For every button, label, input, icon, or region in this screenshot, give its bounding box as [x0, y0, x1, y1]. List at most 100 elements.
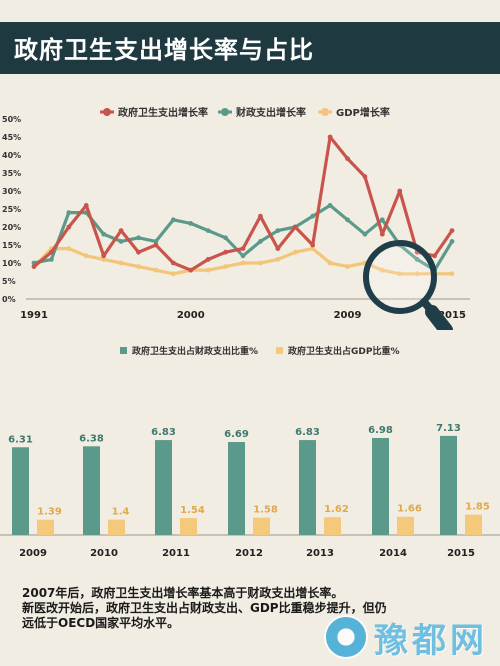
bar-value-label: 1.66 — [397, 504, 422, 515]
data-point — [379, 231, 385, 237]
data-point — [205, 267, 211, 273]
bar-gdp-ratio — [397, 516, 414, 535]
y-tick-label: 30% — [2, 187, 21, 196]
magnifier-handle — [425, 305, 453, 330]
bar-fiscal-ratio — [228, 442, 245, 535]
bar-value-label: 1.62 — [324, 504, 349, 515]
data-point — [240, 253, 246, 259]
data-point — [153, 239, 159, 244]
bar-value-label: 1.4 — [112, 507, 130, 518]
data-point — [170, 217, 176, 223]
data-point — [66, 210, 72, 215]
data-point — [31, 264, 37, 269]
data-point — [83, 203, 89, 208]
y-tick-label: 20% — [2, 223, 21, 232]
data-point — [223, 235, 228, 241]
data-point — [223, 249, 228, 255]
x-tick-label: 2014 — [379, 548, 407, 559]
legend-label: 政府卫生支出增长率 — [118, 106, 208, 119]
footer-line-2: 新医改开始后，政府卫生支出占财政支出、GDP比重稳步提升，但仍 — [22, 601, 387, 615]
bar-value-label: 6.31 — [8, 434, 33, 445]
watermark-logo-icon — [324, 615, 368, 659]
legend-label: 政府卫生支出占GDP比重% — [288, 345, 399, 357]
bar-gdp-ratio — [324, 517, 341, 535]
data-point — [379, 267, 385, 273]
y-tick-label: 25% — [2, 205, 21, 214]
data-point — [275, 246, 281, 252]
bar-gdp-ratio — [465, 514, 482, 535]
data-point — [188, 267, 194, 273]
data-point — [258, 213, 263, 219]
bar-value-label: 6.83 — [151, 427, 176, 438]
y-tick-label: 15% — [2, 241, 21, 250]
watermark-text: 豫都网 — [374, 620, 488, 661]
data-point — [275, 257, 281, 262]
data-point — [170, 271, 176, 277]
bar-fiscal-ratio — [12, 447, 29, 535]
bar-value-label: 1.58 — [253, 505, 278, 516]
bar-value-label: 1.85 — [465, 502, 490, 513]
footer-line-1: 2007年后，政府卫生支出增长率基本高于财政支出增长率。 — [22, 586, 344, 600]
data-point — [449, 228, 455, 234]
data-point — [136, 264, 141, 269]
data-point — [397, 188, 403, 194]
legend-label: 财政支出增长率 — [235, 106, 306, 119]
data-point — [449, 239, 455, 244]
data-point — [118, 260, 124, 266]
bar-fiscal-ratio — [372, 437, 389, 535]
data-point — [136, 235, 141, 241]
legend-swatch — [276, 347, 283, 354]
magnifier-lens — [363, 240, 437, 314]
bar-gdp-ratio — [108, 519, 125, 535]
data-point — [414, 257, 420, 262]
bar-value-label: 1.54 — [180, 505, 205, 516]
bar-fiscal-ratio — [440, 435, 457, 535]
data-point — [327, 260, 333, 266]
data-point — [432, 253, 437, 259]
y-tick-label: 50% — [2, 115, 21, 124]
bar-fiscal-ratio — [155, 440, 172, 535]
title-bar: 政府卫生支出增长率与占比 — [0, 22, 500, 74]
data-point — [170, 260, 176, 266]
bar-value-label: 1.39 — [37, 507, 62, 518]
data-point — [379, 217, 385, 223]
x-tick-label: 2011 — [162, 548, 190, 559]
data-point — [49, 249, 54, 255]
data-point — [188, 221, 194, 226]
data-point — [292, 249, 298, 255]
data-point — [310, 242, 316, 248]
data-point — [118, 239, 124, 244]
site-watermark: 豫都网 — [324, 614, 488, 661]
data-point — [310, 246, 316, 252]
x-tick-label: 1991 — [20, 310, 48, 321]
bar-gdp-ratio — [253, 517, 270, 535]
legend-label: GDP增长率 — [336, 106, 390, 119]
bar-value-label: 6.69 — [224, 429, 249, 440]
x-tick-label: 2012 — [235, 548, 263, 559]
y-tick-label: 45% — [2, 133, 21, 142]
bar-value-label: 6.98 — [368, 425, 393, 436]
y-tick-label: 40% — [2, 151, 21, 160]
x-tick-label: 2009 — [334, 310, 362, 321]
data-point — [414, 271, 420, 277]
data-point — [397, 271, 403, 277]
data-point — [449, 271, 455, 277]
x-tick-label: 2015 — [438, 310, 466, 321]
data-point — [66, 224, 72, 230]
bar-value-label: 7.13 — [436, 423, 461, 434]
growth-rate-line-chart: 政府卫生支出增长率 财政支出增长率 GDP增长率 50% 45% 40% 35% 30% 25%… — [2, 106, 470, 330]
bar-gdp-ratio — [180, 518, 197, 535]
data-point — [345, 156, 350, 161]
page-title: 政府卫生支出增长率与占比 — [14, 36, 314, 64]
footer-note: 2007年后，政府卫生支出增长率基本高于财政支出增长率。 新医改开始后，政府卫生… — [22, 586, 462, 631]
data-point — [345, 217, 350, 223]
legend-marker — [321, 108, 329, 116]
legend-marker — [221, 108, 229, 116]
data-point — [240, 260, 246, 266]
data-point — [310, 213, 316, 219]
footer-line-3: 远低于OECD国家平均水平。 — [22, 616, 180, 630]
legend-swatch — [120, 347, 127, 354]
bar-fiscal-ratio — [299, 440, 316, 535]
data-point — [327, 203, 333, 208]
data-point — [205, 228, 211, 234]
